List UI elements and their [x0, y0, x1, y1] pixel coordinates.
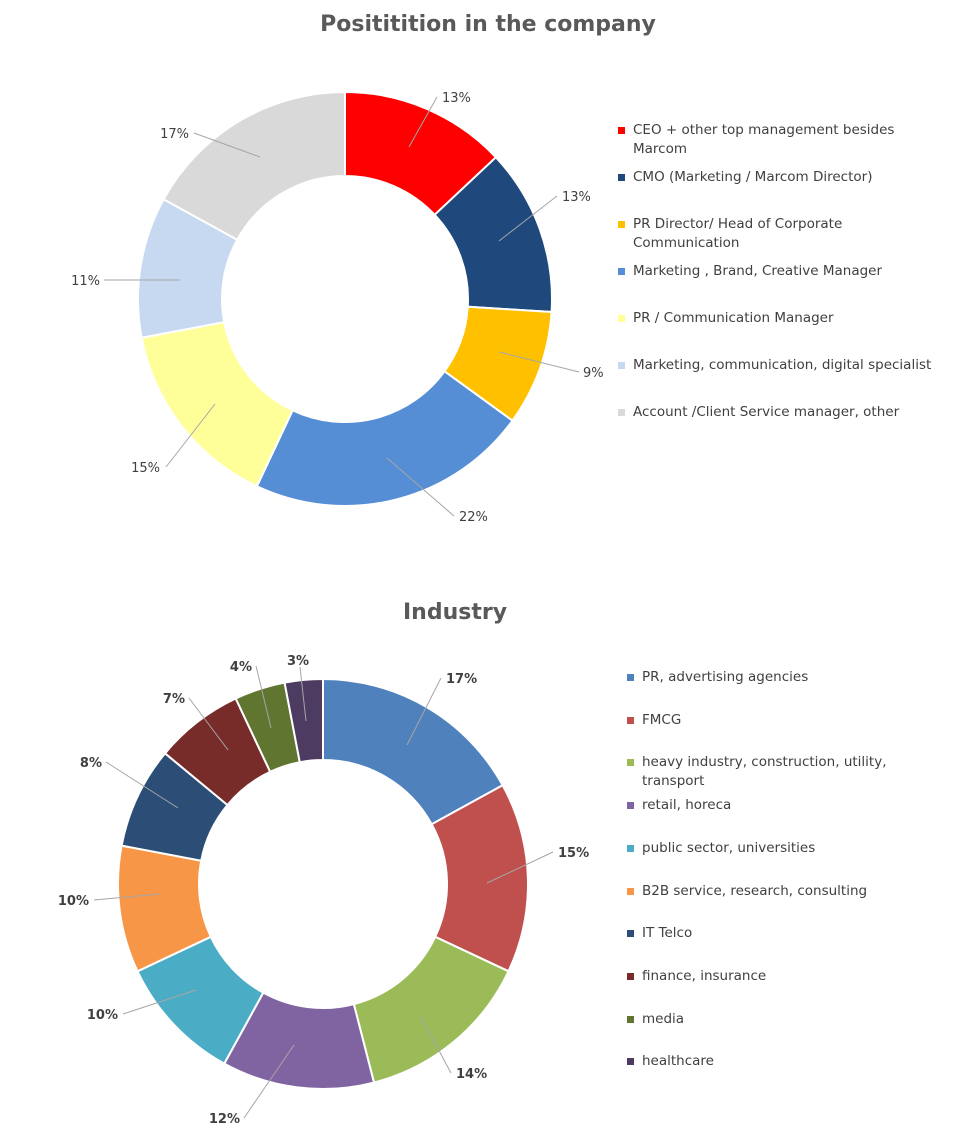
- legend-item-industry-1: PR, advertising agencies: [627, 668, 902, 687]
- data-label-industry-8: 7%: [163, 692, 185, 707]
- legend-label: B2B service, research, consulting: [642, 882, 868, 899]
- data-label-industry-10: 3%: [287, 654, 309, 669]
- legend-swatch: [618, 174, 625, 181]
- legend-swatch: [618, 268, 625, 275]
- data-label-position-2: 13%: [562, 190, 591, 205]
- legend-swatch: [627, 887, 634, 895]
- leader-line-position-1: [408, 96, 438, 148]
- legend-item-industry-3: heavy industry, construction, utility, t…: [627, 753, 902, 791]
- leader-line-position-7: [193, 132, 261, 158]
- legend-label: Marketing , Brand, Creative Manager: [633, 263, 883, 279]
- legend-swatch: [627, 759, 634, 767]
- leader-line-industry-6: [93, 893, 161, 901]
- legend-swatch: [627, 674, 634, 681]
- donut-slice-position-7: [162, 90, 346, 242]
- legend-item-position-2: CMO (Marketing / Marcom Director): [618, 168, 943, 187]
- leader-line-industry-5: [122, 989, 197, 1015]
- legend-item-industry-5: public sector, universities: [627, 839, 902, 858]
- data-label-position-7: 17%: [160, 127, 189, 142]
- data-label-position-5: 15%: [131, 461, 160, 476]
- legend-swatch: [627, 1058, 634, 1066]
- leader-line-industry-3: [420, 1016, 452, 1074]
- leader-line-position-5: [165, 403, 216, 468]
- leader-line-industry-10: [299, 666, 307, 722]
- data-label-industry-3: 14%: [456, 1067, 487, 1082]
- data-label-industry-1: 17%: [446, 672, 477, 687]
- legend-label: IT Telco: [642, 925, 693, 942]
- data-label-industry-6: 10%: [58, 894, 89, 909]
- data-label-position-3: 9%: [583, 366, 604, 381]
- data-label-position-4: 22%: [459, 510, 488, 525]
- legend-label: finance, insurance: [642, 967, 767, 984]
- data-label-position-6: 11%: [71, 274, 100, 289]
- legend-item-position-6: Marketing, communication, digital specia…: [618, 356, 943, 375]
- legend-item-industry-10: healthcare: [627, 1052, 902, 1071]
- legend-label: FMCG: [642, 711, 682, 728]
- legend-swatch: [618, 409, 625, 416]
- legend-item-position-5: PR / Communication Manager: [618, 309, 943, 328]
- legend-label: media: [642, 1010, 685, 1027]
- legend-swatch: [627, 844, 634, 852]
- leader-line-position-2: [498, 195, 558, 242]
- data-label-industry-9: 4%: [230, 660, 252, 675]
- legend-label: CEO + other top management besides Marco…: [633, 122, 895, 157]
- legend-swatch: [627, 716, 634, 724]
- legend-label: PR / Communication Manager: [633, 310, 834, 326]
- legend-swatch: [618, 315, 625, 322]
- legend-label: public sector, universities: [642, 839, 816, 856]
- legend-label: Marketing, communication, digital specia…: [633, 357, 932, 373]
- legend-swatch: [627, 802, 634, 810]
- leader-line-industry-8: [188, 697, 229, 751]
- data-label-industry-5: 10%: [87, 1008, 118, 1023]
- legend-item-industry-8: finance, insurance: [627, 967, 902, 986]
- legend-swatch: [618, 127, 625, 134]
- chart-title-industry: Industry: [402, 600, 508, 625]
- legend-label: Account /Client Service manager, other: [633, 404, 900, 420]
- legend-label: retail, horeca: [642, 797, 732, 814]
- legend-label: PR, advertising agencies: [642, 669, 809, 685]
- legend-item-position-1: CEO + other top management besides Marco…: [618, 121, 943, 159]
- legend-swatch: [627, 930, 634, 938]
- leader-line-industry-4: [243, 1044, 295, 1119]
- legend-item-industry-6: B2B service, research, consulting: [627, 882, 902, 901]
- leader-line-industry-9: [255, 665, 272, 729]
- donut-slice-industry-10: [283, 677, 324, 764]
- legend-label: heavy industry, construction, utility, t…: [642, 754, 887, 790]
- donut-slice-position-4: [255, 369, 514, 507]
- legend-item-position-3: PR Director/ Head of Corporate Communica…: [618, 215, 943, 253]
- data-label-industry-2: 15%: [558, 846, 589, 861]
- leader-line-industry-1: [406, 677, 442, 746]
- leader-line-industry-7: [105, 761, 179, 809]
- legend-label: CMO (Marketing / Marcom Director): [633, 169, 873, 185]
- leader-line-position-3: [498, 351, 580, 373]
- legend-item-industry-4: retail, horeca: [627, 796, 902, 815]
- legend-label: healthcare: [642, 1053, 714, 1070]
- legend-swatch: [627, 972, 634, 980]
- data-label-industry-7: 8%: [80, 756, 102, 771]
- legend-swatch: [618, 362, 625, 369]
- legend-item-industry-7: IT Telco: [627, 924, 902, 943]
- legend-item-position-4: Marketing , Brand, Creative Manager: [618, 262, 943, 281]
- legend-item-position-7: Account /Client Service manager, other: [618, 403, 943, 422]
- leader-line-industry-2: [486, 851, 554, 884]
- legend-item-industry-9: media: [627, 1010, 902, 1029]
- data-label-position-1: 13%: [442, 91, 471, 106]
- legend-item-industry-2: FMCG: [627, 711, 902, 730]
- legend-swatch: [627, 1015, 634, 1023]
- chart-title-position: Posititition in the company: [320, 12, 656, 37]
- data-label-industry-4: 12%: [209, 1112, 240, 1127]
- leader-line-position-4: [386, 457, 455, 517]
- legend-swatch: [618, 221, 625, 228]
- legend-label: PR Director/ Head of Corporate Communica…: [633, 216, 843, 251]
